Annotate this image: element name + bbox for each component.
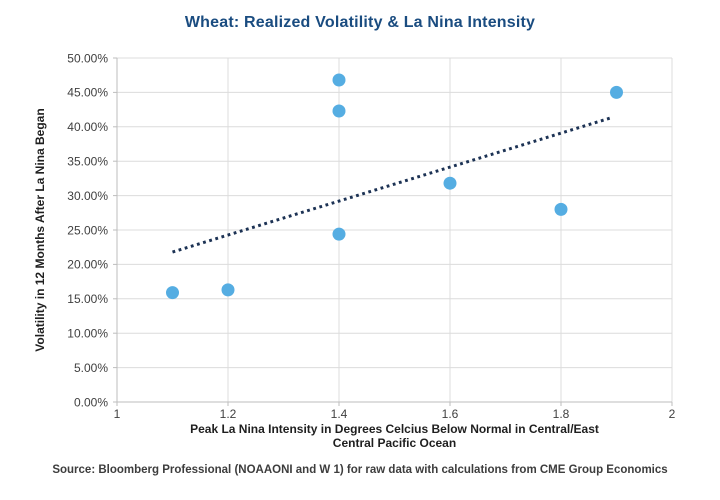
y-tick-label: 40.00% bbox=[67, 120, 108, 134]
x-axis-title: Peak La Nina Intensity in Degrees Celciu… bbox=[117, 422, 672, 450]
data-point bbox=[332, 73, 346, 87]
x-tick-label: 1 bbox=[114, 407, 121, 421]
x-tick-label: 1.6 bbox=[442, 407, 459, 421]
data-point bbox=[166, 286, 179, 300]
y-tick-label: 35.00% bbox=[67, 155, 108, 169]
y-tick-label: 10.00% bbox=[67, 327, 108, 341]
y-tick-label: 20.00% bbox=[67, 258, 108, 272]
x-tick-label: 1.4 bbox=[331, 407, 348, 421]
data-point bbox=[332, 227, 346, 241]
data-point bbox=[554, 202, 568, 216]
x-axis-title-line1: Peak La Nina Intensity in Degrees Celciu… bbox=[190, 422, 599, 436]
y-tick-label: 45.00% bbox=[67, 86, 108, 100]
source-note: Source: Bloomberg Professional (NOAAONI … bbox=[52, 464, 668, 476]
data-point bbox=[443, 176, 457, 190]
chart-title: Wheat: Realized Volatility & La Nina Int… bbox=[184, 14, 536, 31]
x-tick-label: 2 bbox=[669, 407, 676, 421]
y-tick-label: 0.00% bbox=[74, 395, 108, 409]
y-tick-label: 5.00% bbox=[74, 361, 108, 375]
y-tick-label: 30.00% bbox=[67, 189, 108, 203]
y-tick-label: 50.00% bbox=[67, 51, 108, 65]
x-tick-label: 1.8 bbox=[553, 407, 570, 421]
y-axis-title: Volatility in 12 Months After La Nina Be… bbox=[33, 108, 47, 351]
data-point bbox=[332, 104, 346, 118]
y-tick-label: 15.00% bbox=[67, 292, 108, 306]
y-tick-label: 25.00% bbox=[67, 223, 108, 237]
chart-plot: 0.00% 5.00% 10.00% 15.00% 20.00% 25.00% 30.00%… bbox=[33, 51, 676, 421]
x-axis-title-line2: Central Pacific Ocean bbox=[332, 435, 457, 450]
data-point bbox=[221, 283, 235, 297]
data-point bbox=[610, 85, 623, 99]
trend-line bbox=[172, 116, 612, 254]
x-tick-label: 1.2 bbox=[220, 407, 237, 421]
